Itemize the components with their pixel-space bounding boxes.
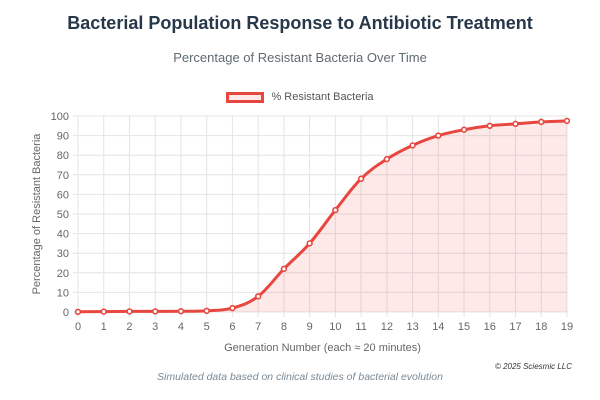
- y-tick-label: 100: [51, 111, 69, 123]
- x-tick-label: 17: [509, 321, 521, 333]
- data-point: [74, 308, 82, 316]
- x-tick-label: 9: [307, 321, 313, 333]
- data-point: [383, 155, 391, 163]
- data-point: [229, 304, 236, 312]
- data-point: [203, 307, 210, 315]
- data-point: [280, 265, 288, 273]
- y-tick-label: 40: [57, 229, 69, 241]
- x-tick-label: 12: [381, 321, 393, 333]
- data-point: [177, 308, 185, 315]
- x-tick-label: 14: [432, 321, 444, 333]
- y-tick-label: 30: [57, 248, 69, 260]
- x-axis-label: Generation Number (each ≈ 20 minutes): [224, 342, 421, 354]
- x-tick-label: 0: [75, 321, 81, 333]
- x-tick-label: 19: [561, 321, 573, 333]
- chart-title: Bacterial Population Response to Antibio…: [67, 13, 533, 33]
- x-tick-label: 3: [152, 321, 158, 333]
- x-tick-label: 18: [535, 321, 547, 333]
- y-tick-label: 10: [57, 287, 69, 299]
- x-tick-label: 2: [126, 321, 132, 333]
- legend-label: % Resistant Bacteria: [271, 91, 374, 103]
- y-tick-label: 0: [63, 307, 69, 319]
- data-point: [254, 293, 262, 300]
- copyright-text: © 2025 Sciesmic LLC: [494, 362, 572, 371]
- y-tick-label: 20: [57, 268, 69, 280]
- chart-subtitle: Percentage of Resistant Bacteria Over Ti…: [173, 50, 427, 65]
- x-tick-label: 5: [204, 321, 210, 333]
- data-point: [126, 308, 133, 315]
- footnote: Simulated data based on clinical studies…: [156, 371, 443, 383]
- x-tick-label: 6: [229, 321, 235, 333]
- y-tick-label: 80: [57, 150, 69, 162]
- legend-swatch: [226, 91, 265, 103]
- data-point: [152, 308, 159, 315]
- data-point: [486, 122, 493, 130]
- series-area-fill: [78, 120, 567, 313]
- y-tick-label: 70: [57, 170, 69, 182]
- x-tick-label: 11: [355, 321, 366, 333]
- data-point: [100, 308, 107, 315]
- x-tick-label: 15: [458, 321, 470, 333]
- data-point: [306, 240, 313, 247]
- y-tick-label: 60: [57, 189, 69, 201]
- data-point: [435, 132, 442, 139]
- x-tick-label: 1: [101, 321, 107, 333]
- x-tick-label: 7: [255, 321, 261, 333]
- y-axis-label: Percentage of Resistant Bacteria: [31, 133, 43, 295]
- x-tick-label: 13: [406, 321, 418, 333]
- data-point: [538, 118, 545, 126]
- data-point: [357, 175, 365, 182]
- x-tick-label: 4: [178, 321, 184, 333]
- x-tick-label: 16: [484, 321, 496, 333]
- chart-legend[interactable]: % Resistant Bacteria: [0, 91, 600, 103]
- y-tick-label: 50: [57, 209, 69, 221]
- x-tick-label: 8: [281, 321, 287, 333]
- data-point: [512, 120, 519, 128]
- data-point: [332, 206, 339, 214]
- data-point: [409, 142, 416, 149]
- x-tick-label: 10: [329, 321, 341, 333]
- y-tick-label: 90: [57, 131, 69, 143]
- data-point: [563, 117, 571, 125]
- data-point: [460, 126, 468, 133]
